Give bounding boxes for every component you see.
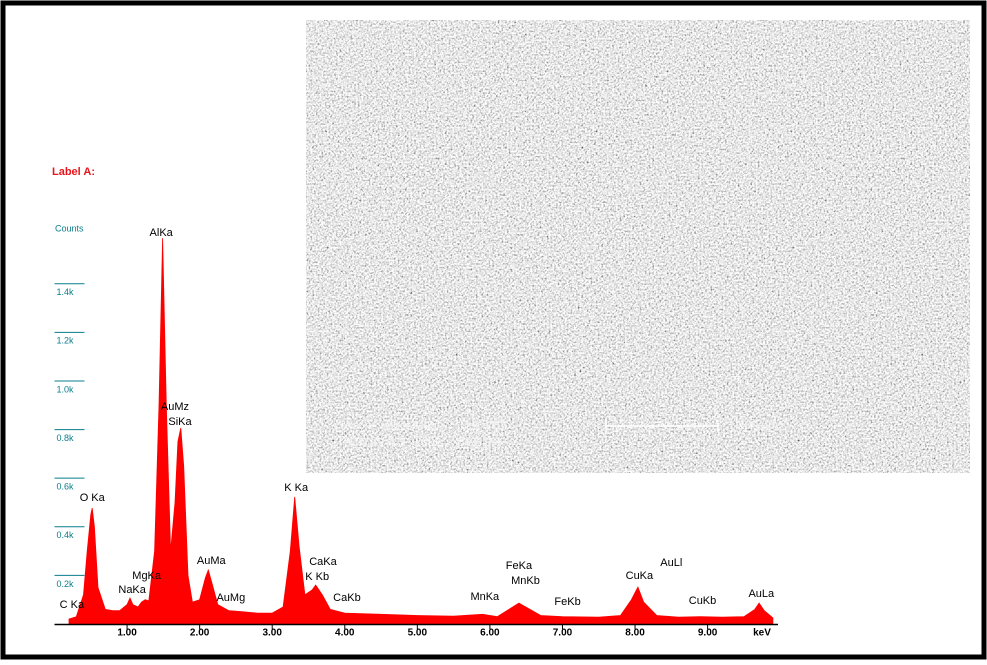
sem-info: Acc.V Spot Magn Det WD: [344, 418, 506, 432]
peak-label: C Ka: [60, 599, 85, 611]
peak-label: CaKa: [309, 556, 337, 568]
y-tick-label: 1.4k: [57, 287, 75, 297]
y-tick-label: 0.8k: [57, 433, 75, 443]
peak-label: AlKa: [150, 227, 174, 239]
x-tick-label: 8.00: [625, 628, 645, 639]
x-tick-label: 9.00: [698, 628, 718, 639]
x-axis-label: keV: [753, 628, 771, 639]
peak-label: FeKb: [554, 596, 580, 608]
peak-label: CuKa: [626, 570, 654, 582]
peak-label: NaKa: [118, 584, 146, 596]
peak-label: AuMa: [197, 555, 227, 567]
spectrum: [68, 238, 774, 625]
peak-label: AuMz: [161, 401, 189, 413]
peak-label: MgKa: [132, 570, 162, 582]
peak-label: O Ka: [80, 492, 106, 504]
y-tick-label: 0.6k: [57, 482, 75, 492]
x-tick-label: 4.00: [335, 628, 355, 639]
x-tick-label: 7.00: [553, 628, 573, 639]
peak-label: MnKa: [470, 591, 500, 603]
x-tick-label: 6.00: [480, 628, 500, 639]
peak-label: K Ka: [284, 482, 309, 494]
y-tick-label: 1.2k: [57, 336, 75, 346]
peak-label: AuMg: [216, 592, 245, 604]
chart-title: Label A:: [52, 166, 95, 178]
x-tick-label: 3.00: [262, 628, 282, 639]
peak-label: CaKb: [333, 592, 361, 604]
y-tick-label: 0.4k: [57, 530, 75, 540]
peak-label: CuKb: [689, 595, 717, 607]
peak-label: AuLl: [660, 557, 682, 569]
y-tick-label: 0.2k: [57, 579, 75, 589]
sem-texture: [306, 20, 970, 473]
x-tick-label: 1.00: [117, 628, 137, 639]
peak-label: K Kb: [305, 571, 329, 583]
y-tick-label: 1.0k: [57, 384, 75, 394]
y-axis-label: Counts: [55, 223, 84, 233]
peak-label: FeKa: [506, 560, 533, 572]
scale-label: 200 µm: [738, 418, 778, 432]
x-tick-label: 5.00: [408, 628, 428, 639]
peak-label: MnKb: [511, 575, 540, 587]
peak-label: SiKa: [168, 416, 192, 428]
x-tick-label: 2.00: [190, 628, 210, 639]
peak-label: AuLa: [748, 588, 775, 600]
sem-info: 30.0 kV 4.3 200x BSE 9.8: [344, 435, 502, 449]
sem-image: Acc.V Spot Magn Det WD 30.0 kV 4.3 200x …: [306, 20, 970, 473]
